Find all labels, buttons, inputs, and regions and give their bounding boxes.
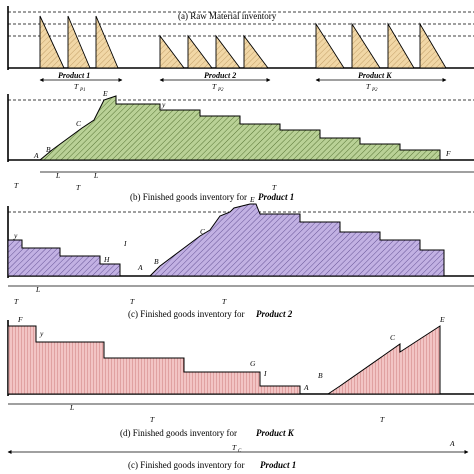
product-2-label: Product 2 bbox=[204, 71, 236, 80]
a2-label: A bbox=[137, 263, 143, 272]
ck-label: C bbox=[390, 333, 396, 342]
yk-label: y bbox=[39, 329, 44, 338]
l2-label: L bbox=[35, 285, 40, 294]
raw-material-sawtooth-product-k bbox=[315, 22, 447, 69]
a1-e-label: A bbox=[449, 439, 455, 448]
l1-label: L bbox=[55, 171, 60, 180]
product-2-left-area bbox=[7, 239, 121, 277]
panel-d-product-k: F y G I A B C E L T T (d) Finished goods… bbox=[7, 315, 474, 438]
a1-label: A bbox=[33, 151, 39, 160]
lk-label: L bbox=[69, 403, 74, 412]
td2-label: T bbox=[14, 297, 19, 306]
tsk-label: T bbox=[380, 415, 385, 424]
panel-e-product-1: T C A (c) Finished goods inventory for P… bbox=[7, 439, 469, 470]
e1-label: E bbox=[102, 89, 108, 98]
panel-b-caption-prefix: (b) Finished goods inventory for bbox=[130, 192, 247, 202]
svg-text:P2: P2 bbox=[371, 88, 378, 93]
f1-label: F bbox=[445, 149, 451, 158]
y1-label: y bbox=[161, 100, 166, 109]
panel-e-caption-bold: Product 1 bbox=[260, 460, 296, 470]
tp2-label: T bbox=[212, 82, 217, 91]
product-k-left-area bbox=[7, 325, 301, 395]
gk-label: G bbox=[250, 359, 256, 368]
e2-label: E bbox=[249, 195, 255, 204]
fk-label: F bbox=[17, 315, 23, 324]
c2-label: C bbox=[200, 227, 206, 236]
b2-label: B bbox=[154, 257, 159, 266]
product-2-right-area bbox=[148, 203, 445, 277]
panel-a-raw-material: (a) Raw Material inventory Product 1 T P… bbox=[7, 6, 474, 93]
ek-label: E bbox=[439, 315, 445, 324]
bk-label: B bbox=[318, 371, 323, 380]
svg-text:P1: P1 bbox=[79, 88, 86, 93]
panel-b-caption-bold: Product 1 bbox=[258, 192, 294, 202]
h2-label: H bbox=[103, 255, 110, 264]
panel-b-product-1: E C A B y F L L T T T (b) Finished goods… bbox=[7, 89, 474, 202]
ik-label: I bbox=[263, 369, 267, 378]
tpk-label: T bbox=[366, 82, 371, 91]
tp1-label: T bbox=[74, 82, 79, 91]
tp1-b-label: T bbox=[76, 183, 81, 192]
l1b-label: L bbox=[93, 171, 98, 180]
y2-label: y bbox=[13, 231, 18, 240]
i2-label: I bbox=[123, 239, 127, 248]
panel-d-caption-bold: Product K bbox=[256, 428, 295, 438]
product-k-label: Product K bbox=[358, 71, 392, 80]
panel-c-caption-prefix: (c) Finished goods inventory for bbox=[128, 309, 244, 319]
product-k-right-area bbox=[326, 325, 441, 395]
svg-text:C: C bbox=[238, 449, 242, 454]
panel-c-product-2: y H I A B C E L T T T (c) Finished goods… bbox=[7, 195, 474, 319]
ak-label: A bbox=[303, 383, 309, 392]
td1-label: T bbox=[272, 183, 277, 192]
tp2-c-label: T bbox=[222, 297, 227, 306]
tzk-label: T bbox=[150, 415, 155, 424]
ts2-label: T bbox=[130, 297, 135, 306]
raw-material-sawtooth-product-2 bbox=[159, 34, 269, 69]
product-1-label: Product 1 bbox=[58, 71, 90, 80]
panel-d-caption-prefix: (d) Finished goods inventory for bbox=[120, 428, 237, 438]
ts1-label: T bbox=[14, 181, 19, 190]
panel-c-caption-bold: Product 2 bbox=[256, 309, 293, 319]
svg-text:P2: P2 bbox=[217, 88, 224, 93]
panel-a-caption: (a) Raw Material inventory bbox=[178, 11, 277, 21]
panel-e-caption-prefix: (c) Finished goods inventory for bbox=[128, 460, 244, 470]
product-1-inventory-area bbox=[38, 95, 441, 161]
tc-label: T bbox=[232, 443, 237, 452]
b1-label: B bbox=[46, 145, 51, 154]
raw-material-sawtooth-product-1 bbox=[39, 15, 119, 69]
c1-label: C bbox=[76, 119, 82, 128]
